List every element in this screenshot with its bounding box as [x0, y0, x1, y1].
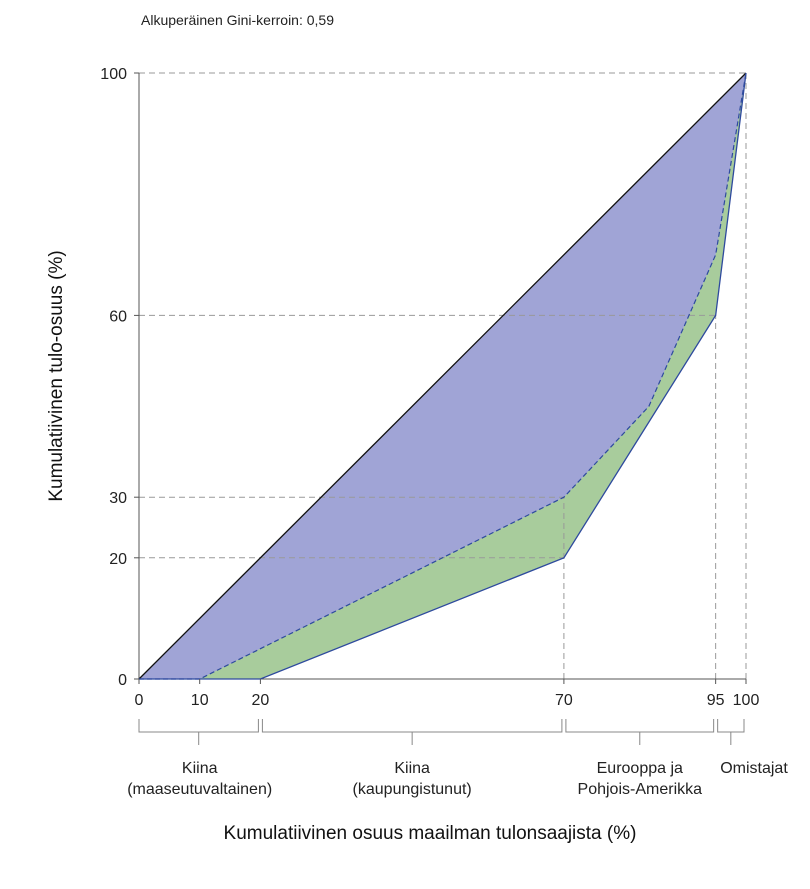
group-label-0-0: Kiina: [182, 760, 218, 777]
x-tick-label-95: 95: [707, 692, 725, 709]
x-axis-label: Kumulatiivinen osuus maailman tulonsaaji…: [224, 823, 637, 844]
gini-note: Alkuperäinen Gini-kerroin: 0,59: [141, 12, 334, 28]
group-bracket-1: [261, 719, 563, 745]
group-label-0-1: (maaseutuvaltainen): [127, 781, 272, 798]
y-tick-label-20: 20: [109, 551, 127, 568]
y-tick-label-100: 100: [100, 66, 127, 83]
group-bracket-2: [565, 719, 715, 745]
x-tick-label-70: 70: [555, 692, 573, 709]
y-tick-label-30: 30: [109, 490, 127, 507]
equality-line: [138, 72, 747, 680]
x-tick-label-20: 20: [252, 692, 270, 709]
x-tick-label-10: 10: [191, 692, 209, 709]
y-tick-label-0: 0: [118, 672, 127, 689]
group-label-1-0: Kiina: [394, 760, 430, 777]
group-label-1-1: (kaupungistunut): [353, 781, 472, 798]
group-bracket-3: [717, 719, 745, 745]
y-axis-label: Kumulatiivinen tulo-osuus (%): [46, 250, 67, 501]
group-label-3-0: Omistajat: [720, 760, 788, 777]
group-label-2-1: Pohjois-Amerikka: [578, 781, 703, 798]
lorenz-line-dashed: [139, 72, 747, 680]
group-bracket-0: [138, 719, 259, 745]
x-tick-label-100: 100: [733, 692, 760, 709]
lorenz-line-solid: [139, 72, 747, 680]
x-tick-label-0: 0: [135, 692, 144, 709]
group-label-2-0: Eurooppa ja: [597, 760, 683, 777]
y-tick-label-60: 60: [109, 308, 127, 325]
